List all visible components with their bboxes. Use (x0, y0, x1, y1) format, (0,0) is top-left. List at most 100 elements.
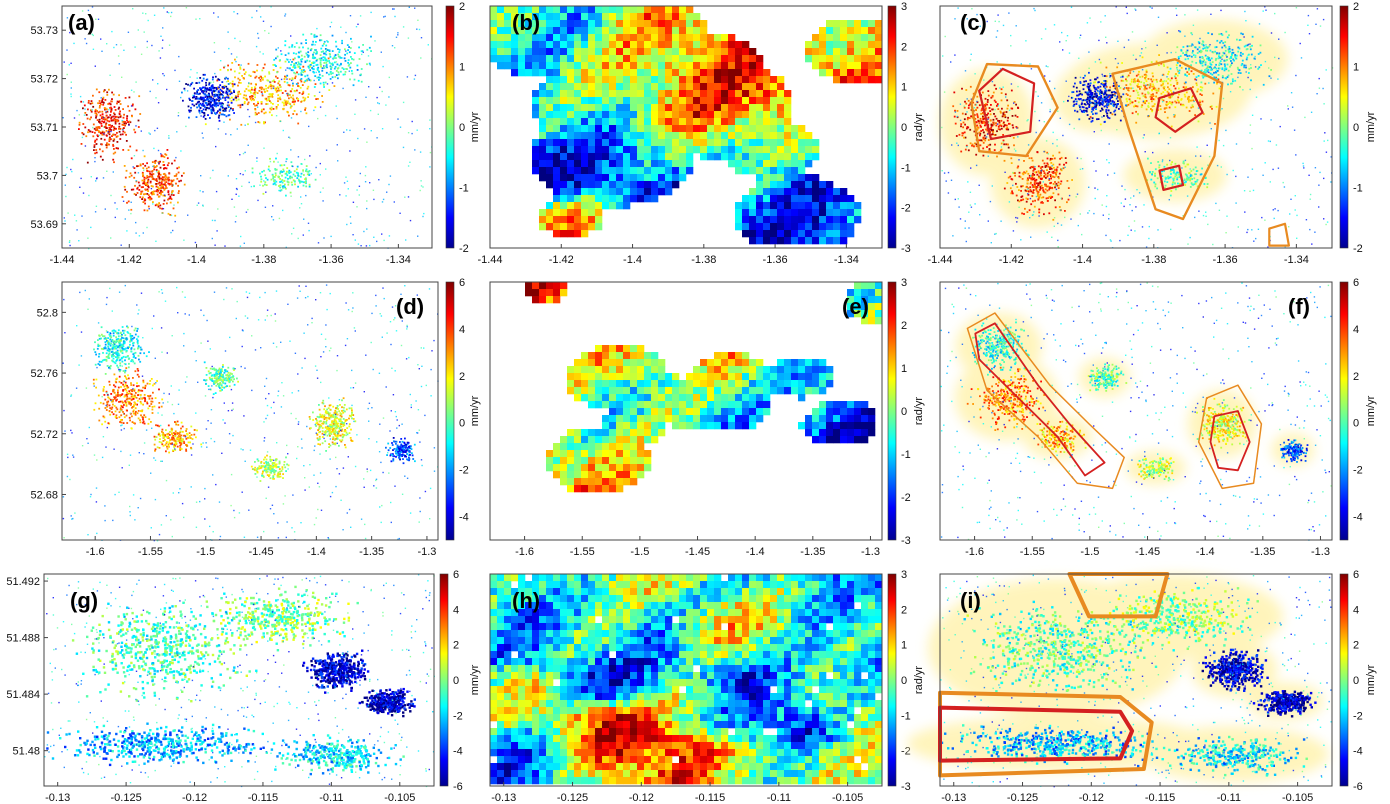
field-cell (595, 48, 603, 56)
field-cell (770, 160, 778, 168)
data-point (302, 71, 305, 74)
data-point (103, 126, 105, 128)
data-point (978, 139, 981, 142)
field-cell (812, 55, 820, 63)
data-point (286, 81, 289, 84)
field-cell (595, 90, 603, 98)
data-point (284, 44, 287, 47)
data-point (1150, 78, 1153, 81)
data-point (262, 108, 265, 111)
data-point (305, 42, 307, 44)
field-cell (637, 195, 645, 203)
data-point (94, 139, 97, 142)
data-point (236, 188, 238, 191)
data-point (133, 167, 136, 169)
data-point (1003, 124, 1006, 127)
data-point (314, 56, 317, 59)
data-point (1099, 97, 1102, 99)
field-cell (658, 181, 666, 189)
field-cell (693, 27, 701, 35)
field-cell (532, 41, 540, 49)
data-point (315, 50, 318, 53)
data-point (157, 170, 160, 173)
field-cell (679, 167, 687, 175)
field-cell (749, 167, 757, 175)
data-point (365, 166, 367, 168)
field-cell (532, 139, 540, 147)
data-point (217, 91, 220, 94)
data-point (337, 53, 340, 56)
data-point (136, 165, 138, 168)
field-cell (560, 62, 568, 70)
data-point (995, 117, 998, 120)
data-point (197, 202, 200, 204)
data-point (157, 205, 160, 208)
field-cell (588, 132, 596, 140)
field-cell (686, 62, 694, 70)
data-point (259, 172, 261, 175)
data-point (992, 91, 995, 94)
data-point (1182, 86, 1185, 89)
field-cell (812, 174, 820, 182)
data-point (247, 123, 249, 126)
data-point (137, 29, 139, 31)
field-cell (700, 34, 708, 42)
data-point (128, 176, 131, 178)
data-point (118, 113, 121, 116)
data-point (1192, 54, 1195, 56)
data-point (297, 237, 299, 240)
data-point (264, 30, 266, 32)
data-point (393, 201, 395, 203)
data-point (157, 83, 159, 85)
data-point (1152, 75, 1154, 78)
data-point (109, 136, 111, 139)
data-point (290, 161, 293, 164)
data-point (148, 132, 150, 134)
field-cell (532, 20, 540, 28)
data-point (1167, 73, 1169, 75)
data-point (207, 88, 209, 91)
data-point (130, 188, 133, 191)
field-cell (665, 167, 673, 175)
field-cell (819, 34, 827, 42)
data-point (305, 177, 307, 180)
data-point (288, 61, 290, 63)
data-point (292, 52, 295, 55)
data-point (289, 106, 292, 109)
data-point (247, 144, 249, 146)
field-cell (532, 55, 540, 63)
data-point (1091, 119, 1094, 122)
field-cell (854, 76, 862, 84)
field-cell (812, 209, 820, 217)
data-point (251, 88, 253, 91)
field-cell (742, 139, 750, 147)
data-point (113, 112, 115, 115)
field-cell (581, 216, 589, 224)
data-point (335, 105, 337, 107)
field-cell (672, 55, 680, 63)
data-point (255, 45, 258, 48)
field-cell (560, 181, 568, 189)
data-point (983, 104, 986, 106)
data-point (1230, 64, 1232, 67)
field-cell (588, 209, 596, 217)
data-point (109, 107, 111, 109)
data-point (341, 67, 344, 69)
data-point (1036, 190, 1039, 193)
data-point (256, 64, 259, 66)
field-cell (693, 62, 701, 70)
data-point (356, 189, 358, 191)
field-cell (623, 69, 631, 77)
data-point (198, 81, 201, 84)
data-point (110, 107, 113, 110)
field-cell (791, 195, 799, 203)
data-point (1144, 77, 1146, 79)
data-point (369, 182, 371, 184)
data-point (322, 187, 324, 189)
data-point (366, 63, 368, 66)
data-point (1140, 85, 1142, 88)
data-point (312, 68, 315, 71)
data-point (156, 189, 159, 191)
data-point (177, 192, 180, 194)
